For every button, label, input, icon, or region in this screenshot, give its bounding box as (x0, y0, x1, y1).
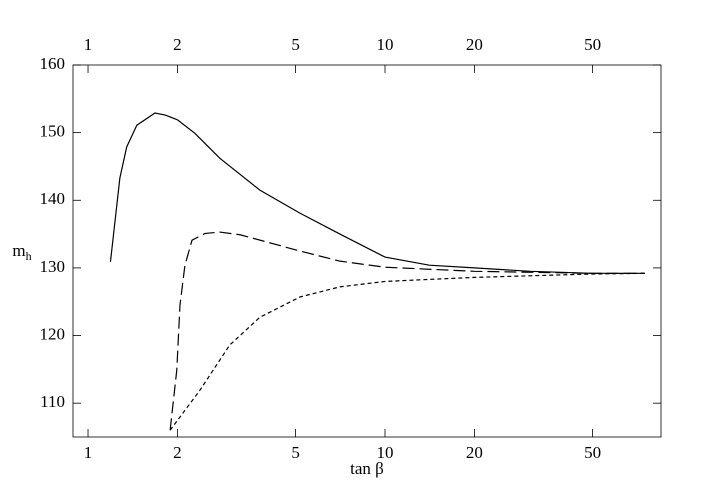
x-tick-label-top: 50 (584, 35, 601, 54)
y-label-main: m (12, 241, 25, 260)
x-tick-label-top: 1 (84, 35, 93, 54)
x-tick-label: 50 (584, 443, 601, 462)
x-tick-label-top: 10 (376, 35, 393, 54)
y-tick-label: 110 (40, 392, 65, 411)
x-tick-label: 2 (173, 443, 182, 462)
x-tick-label-top: 2 (173, 35, 182, 54)
x-axis-label: tan β (350, 459, 384, 478)
y-label-sub: h (26, 249, 32, 263)
y-tick-label: 140 (40, 189, 66, 208)
plot-frame (72, 64, 662, 438)
x-tick-label: 5 (291, 443, 300, 462)
x-tick-label-top: 5 (291, 35, 300, 54)
series-line (169, 231, 645, 431)
x-tick-label-top: 20 (466, 35, 483, 54)
series-line (109, 112, 645, 274)
x-tick-label: 10 (376, 443, 393, 462)
y-tick-label: 120 (40, 324, 66, 343)
y-axis-label: mh (12, 241, 31, 263)
x-tick-label: 20 (466, 443, 483, 462)
series-line (169, 272, 645, 431)
y-tick-label: 160 (40, 54, 66, 73)
y-tick-label: 130 (40, 257, 66, 276)
x-tick-label: 1 (84, 443, 93, 462)
y-tick-label: 150 (40, 122, 66, 141)
